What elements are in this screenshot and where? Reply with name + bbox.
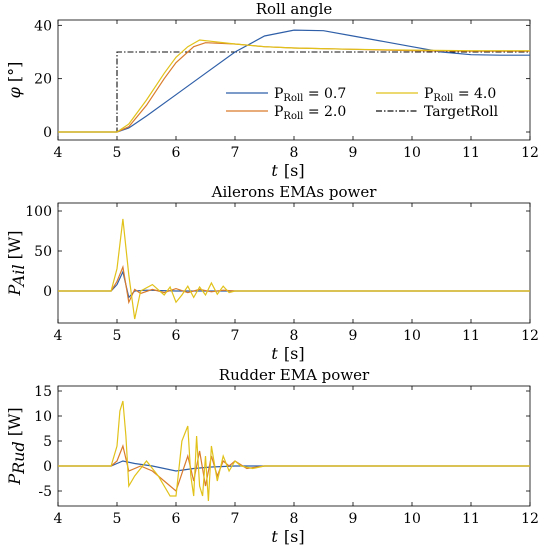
- plot-frame: [57, 19, 531, 141]
- y-tick-label: 5: [43, 434, 52, 450]
- x-tick-label: 5: [113, 511, 122, 527]
- series-line-p40: [58, 218, 530, 320]
- x-tick-label: 11: [462, 511, 480, 527]
- panel-1: Roll angle 4 5 6 7 8 9 10 11 12 0 20 40 t [s] φ[°] PRoll…: [5, 0, 539, 180]
- x-tick-label: 4: [54, 145, 63, 161]
- legend-label-p20: PRoll = 2.0: [274, 104, 346, 122]
- y-tick-label: -5: [38, 484, 52, 500]
- x-tick-label: 9: [349, 328, 358, 344]
- panel-2: Ailerons EMAs power 4 5 6 7 8 9 10 11 12 0 50 100 t [s…: [5, 183, 539, 363]
- x-tick-label: 11: [462, 328, 480, 344]
- x-tick-label: 6: [172, 145, 181, 161]
- panel-title: Rudder EMA power: [219, 366, 370, 384]
- x-tick-label: 8: [290, 145, 299, 161]
- y-axis-label: PAil[W]: [5, 230, 28, 296]
- y-tick-label: 20: [34, 72, 52, 88]
- x-tick-label: 4: [54, 328, 63, 344]
- x-tick-label: 12: [521, 145, 539, 161]
- series-line-p20: [58, 443, 530, 493]
- x-tick-label: 10: [403, 511, 421, 527]
- x-axis-label: t [s]: [271, 527, 304, 546]
- x-axis-label: t [s]: [271, 161, 304, 180]
- panel-3: Rudder EMA power 4 5 6 7 8 9 10 11 12 -5 0 5 10 15 t [s]…: [5, 366, 539, 546]
- legend-label-p07: PRoll = 0.7: [274, 86, 346, 104]
- x-tick-label: 12: [521, 511, 539, 527]
- y-axis-label: PRud[W]: [5, 407, 28, 485]
- legend-label-p40: PRoll = 4.0: [424, 86, 496, 104]
- x-tick-label: 9: [349, 145, 358, 161]
- x-tick-label: 7: [231, 511, 240, 527]
- x-tick-label: 10: [403, 145, 421, 161]
- series-line-p20: [58, 264, 530, 305]
- plot-frame: [57, 202, 531, 324]
- y-tick-label: 0: [43, 459, 52, 475]
- x-tick-label: 9: [349, 511, 358, 527]
- x-tick-label: 10: [403, 328, 421, 344]
- panel-title: Roll angle: [256, 0, 333, 18]
- x-tick-label: 11: [462, 145, 480, 161]
- legend-label-target: TargetRoll: [424, 104, 499, 120]
- x-axis-label: t [s]: [271, 344, 304, 363]
- x-tick-label: 8: [290, 511, 299, 527]
- x-tick-label: 7: [231, 328, 240, 344]
- series-line-target: [58, 51, 530, 133]
- plot-frame: [57, 385, 531, 507]
- series-line-p07: [58, 29, 530, 133]
- x-tick-label: 6: [172, 328, 181, 344]
- series-line-p40: [58, 400, 530, 502]
- x-tick-label: 5: [113, 145, 122, 161]
- legend: PRoll = 0.7 PRoll = 4.0 PRoll = 2.0 TargetR…: [226, 86, 499, 122]
- panel-title: Ailerons EMAs power: [211, 183, 378, 201]
- y-tick-label: 0: [43, 284, 52, 300]
- x-tick-label: 5: [113, 328, 122, 344]
- y-tick-label: 10: [34, 409, 52, 425]
- y-axis-label: φ[°]: [5, 62, 24, 99]
- x-tick-label: 4: [54, 511, 63, 527]
- y-tick-label: 40: [34, 18, 52, 34]
- series-line-p07: [58, 460, 530, 472]
- y-tick-label: 0: [43, 125, 52, 141]
- series-line-p40: [58, 39, 530, 133]
- y-tick-label: 50: [34, 244, 52, 260]
- x-tick-label: 6: [172, 511, 181, 527]
- x-tick-label: 12: [521, 328, 539, 344]
- y-tick-label: 100: [25, 204, 52, 220]
- y-tick-label: 15: [34, 384, 52, 400]
- x-tick-label: 7: [231, 145, 240, 161]
- x-tick-label: 8: [290, 328, 299, 344]
